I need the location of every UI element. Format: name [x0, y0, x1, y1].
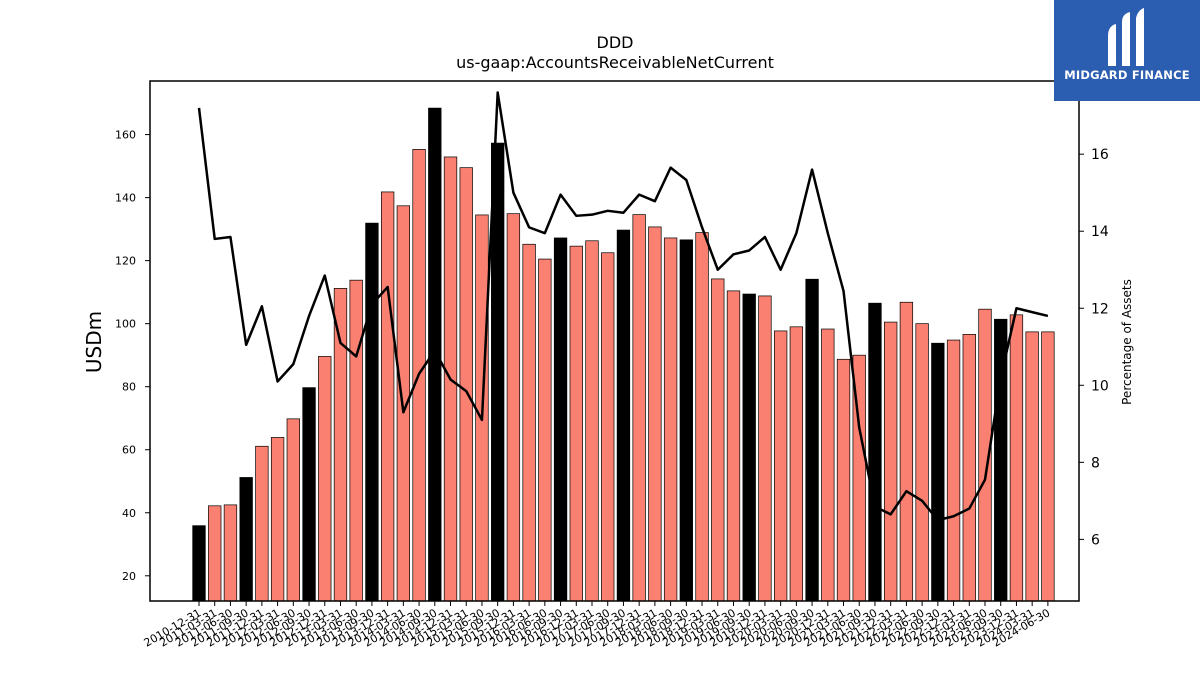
bar-2023-03-31	[962, 334, 976, 602]
bar-2022-12-31	[946, 339, 961, 602]
y-axis-label: USDm	[82, 311, 106, 373]
y2-axis-label: Percentage of Assets	[1120, 279, 1134, 405]
chart-title: DDD	[597, 33, 634, 52]
y-tick-label: 20	[122, 570, 136, 583]
bar-2012-03-31	[270, 437, 285, 602]
y2-tick-label: 16	[1091, 147, 1109, 163]
y-tick-label: 120	[115, 255, 136, 268]
bar-2018-06-30	[663, 237, 678, 602]
bar-2015-09-30	[491, 142, 505, 602]
bar-2020-06-30	[789, 326, 804, 602]
bar-2017-06-30	[601, 252, 615, 602]
bar-2010-12-31	[192, 525, 206, 602]
bar-2020-12-31	[821, 328, 835, 602]
bar-2016-09-30	[553, 237, 568, 602]
bar-2015-12-31	[506, 213, 521, 602]
bar-2011-12-31	[255, 445, 269, 602]
bar-2021-09-30	[868, 302, 882, 602]
pct-assets-line	[197, 91, 1049, 522]
bar-2019-03-31	[711, 278, 725, 602]
bar-2011-09-30	[239, 477, 253, 602]
bar-2018-09-30	[679, 239, 693, 602]
plot-frame	[149, 80, 1080, 602]
bar-2022-06-30	[915, 323, 929, 602]
y2-tick-label: 6	[1091, 532, 1100, 548]
bar-2022-03-31	[899, 301, 914, 602]
bar-2017-12-31	[632, 214, 646, 602]
y-tick-label: 80	[122, 381, 136, 394]
bar-2013-12-31	[380, 191, 395, 602]
logo-text: MIDGARD FINANCE	[1064, 68, 1190, 82]
bar-2012-06-30	[286, 418, 300, 602]
bar-2011-03-31	[208, 505, 222, 602]
bar-2014-09-30	[428, 107, 442, 602]
bar-2016-03-31	[522, 243, 536, 602]
y2-tick-label: 10	[1091, 378, 1109, 394]
bar-2018-03-31	[648, 226, 662, 602]
left-axis: 20 40 60 80 100 120 140 160	[115, 129, 150, 583]
bar-2012-12-31	[318, 356, 332, 602]
bar-2019-12-31	[758, 295, 772, 602]
bar-2024-06-30	[1041, 331, 1055, 602]
bar-2020-09-30	[805, 278, 819, 602]
brand-logo: MIDGARD FINANCE	[1054, 0, 1200, 101]
right-axis: 6 8 10 12 14 16	[1079, 147, 1109, 548]
y-tick-label: 100	[115, 318, 136, 331]
bar-2019-06-30	[726, 290, 741, 602]
bar-2012-09-30	[302, 387, 316, 602]
chart-subtitle: us-gaap:AccountsReceivableNetCurrent	[456, 53, 774, 72]
bar-2015-03-31	[459, 167, 473, 602]
bar-2019-09-30	[742, 293, 756, 602]
bar-2017-09-30	[616, 229, 631, 602]
y-tick-label: 140	[115, 192, 136, 205]
bar-2013-03-31	[333, 288, 348, 602]
bar-2022-09-30	[931, 342, 945, 602]
y2-tick-label: 12	[1091, 301, 1109, 317]
bar-2016-06-30	[538, 258, 552, 602]
bar-2011-06-30	[223, 504, 238, 602]
bar-series	[192, 107, 1055, 602]
y-tick-label: 60	[122, 444, 136, 457]
bar-2020-03-31	[773, 330, 788, 602]
logo-mark-icon	[1108, 8, 1144, 66]
bar-2021-12-31	[884, 321, 898, 602]
y-tick-label: 40	[122, 507, 136, 520]
bar-2018-12-31	[695, 232, 709, 602]
bar-2021-03-31	[836, 358, 851, 602]
y-tick-label: 160	[115, 129, 136, 142]
bar-2017-03-31	[585, 240, 599, 602]
bar-2016-12-31	[569, 245, 583, 602]
bar-2013-06-30	[349, 279, 363, 602]
bar-2024-03-31	[1025, 331, 1039, 602]
x-axis: 2010-12-312011-03-312011-06-302011-09-30…	[142, 601, 1052, 650]
y2-tick-label: 8	[1091, 455, 1100, 471]
pct-line-series	[197, 91, 1049, 522]
bar-2013-09-30	[365, 222, 379, 602]
y2-tick-label: 14	[1091, 224, 1109, 240]
bar-2023-12-31	[1009, 314, 1024, 602]
